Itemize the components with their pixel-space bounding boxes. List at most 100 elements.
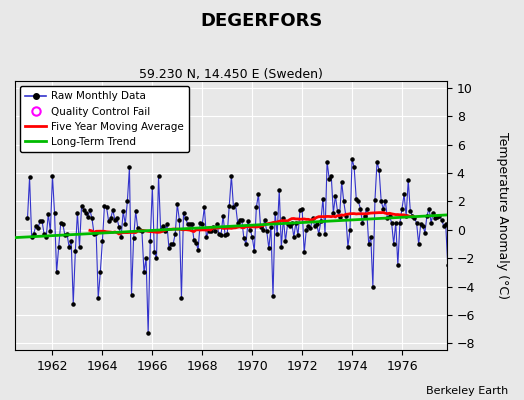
Point	[450, 192, 458, 199]
Point	[275, 187, 283, 193]
Point	[421, 230, 429, 236]
Point	[142, 255, 150, 261]
Point	[125, 164, 134, 171]
Point	[310, 222, 319, 229]
Point	[412, 220, 421, 226]
Point	[265, 245, 273, 252]
Point	[198, 221, 206, 227]
Point	[59, 221, 67, 227]
Point	[271, 210, 279, 216]
Point	[188, 221, 196, 227]
Point	[84, 214, 92, 220]
Point	[363, 205, 371, 212]
Point	[57, 220, 65, 226]
Point	[129, 235, 138, 242]
Point	[225, 202, 234, 209]
Point	[136, 227, 144, 233]
Point	[123, 198, 132, 205]
Point	[69, 300, 78, 307]
Point	[383, 215, 391, 222]
Point	[94, 295, 102, 301]
Point	[298, 205, 307, 212]
Point	[88, 215, 96, 222]
Point	[169, 241, 177, 247]
Point	[215, 231, 223, 237]
Point	[242, 241, 250, 247]
Point	[159, 222, 167, 229]
Point	[96, 269, 104, 276]
Point	[350, 164, 358, 171]
Point	[308, 215, 316, 222]
Text: Berkeley Earth: Berkeley Earth	[426, 386, 508, 396]
Point	[134, 225, 142, 232]
Point	[173, 201, 181, 208]
Point	[442, 221, 450, 227]
Point	[319, 196, 327, 202]
Point	[404, 177, 412, 184]
Point	[460, 212, 468, 219]
Point	[121, 221, 129, 227]
Point	[132, 208, 140, 214]
Point	[252, 204, 260, 210]
Point	[258, 227, 267, 233]
Point	[254, 191, 263, 198]
Point	[406, 208, 414, 214]
Point	[90, 231, 99, 237]
Point	[78, 202, 86, 209]
Point	[106, 215, 115, 222]
Point	[312, 221, 321, 227]
Point	[113, 215, 121, 222]
Point	[468, 262, 477, 268]
Point	[200, 204, 209, 210]
Point	[356, 205, 365, 212]
Point	[292, 220, 300, 226]
Point	[127, 292, 136, 298]
Point	[369, 283, 377, 290]
Point	[414, 241, 423, 247]
Point	[277, 244, 286, 250]
Point	[462, 215, 471, 222]
Point	[433, 214, 442, 220]
Point	[219, 212, 227, 219]
Point	[31, 222, 40, 229]
Point	[394, 262, 402, 268]
Point	[204, 228, 213, 234]
Point	[256, 224, 265, 230]
Point	[373, 158, 381, 165]
Point	[82, 210, 90, 216]
Point	[239, 235, 248, 242]
Point	[438, 217, 446, 223]
Point	[327, 173, 335, 179]
Point	[440, 222, 448, 229]
Point	[429, 210, 438, 216]
Point	[209, 224, 217, 230]
Y-axis label: Temperature Anomaly (°C): Temperature Anomaly (°C)	[496, 132, 509, 299]
Point	[377, 198, 385, 205]
Point	[456, 205, 464, 212]
Point	[410, 215, 419, 222]
Point	[417, 221, 425, 227]
Point	[454, 196, 462, 202]
Point	[86, 207, 94, 213]
Point	[248, 234, 256, 240]
Point	[115, 224, 123, 230]
Point	[321, 231, 329, 237]
Point	[375, 167, 384, 174]
Point	[365, 241, 373, 247]
Point	[358, 220, 367, 226]
Point	[279, 215, 288, 222]
Point	[294, 232, 302, 239]
Point	[42, 234, 50, 240]
Point	[314, 231, 323, 237]
Point	[302, 227, 311, 233]
Point	[38, 218, 46, 224]
Point	[179, 210, 188, 216]
Point	[452, 201, 460, 208]
Point	[337, 178, 346, 185]
Point	[61, 232, 69, 239]
Point	[117, 234, 125, 240]
Point	[161, 228, 169, 234]
Point	[325, 176, 333, 182]
Point	[466, 215, 475, 222]
Point	[408, 212, 417, 219]
